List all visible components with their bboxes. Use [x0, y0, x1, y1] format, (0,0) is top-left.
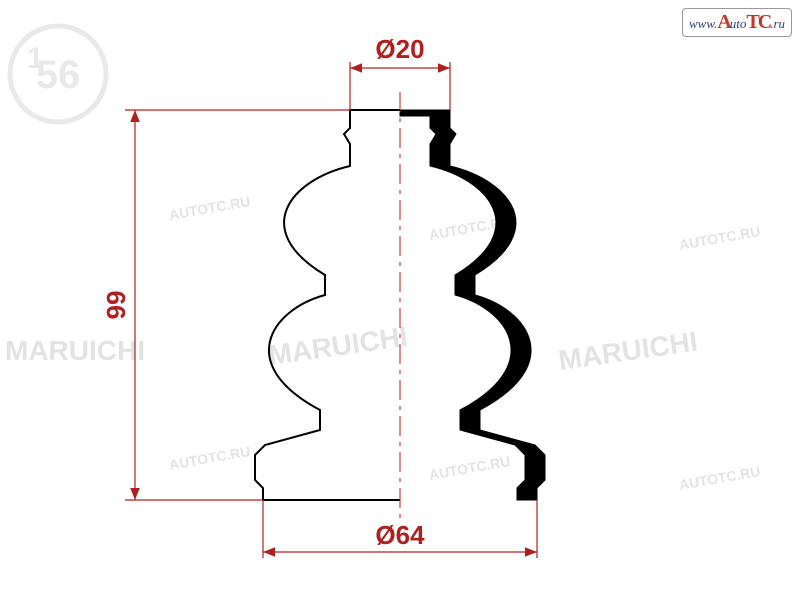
site-logo: www.AutoTC.ru: [682, 8, 792, 37]
watermark-text: MARUICHI: [5, 335, 145, 366]
dimension-bottom-diameter: Ø64: [263, 500, 537, 558]
watermark-156-badge: 56 1: [10, 26, 106, 122]
dimension-top-value: Ø20: [375, 34, 424, 64]
technical-drawing: MARUICHI MARUICHI MARUICHI AUTOTC.RU AUTOTC.…: [0, 0, 800, 600]
dimension-height: 99: [101, 110, 350, 500]
watermark-text: MARUICHI: [267, 321, 410, 371]
watermark-text: MARUICHI: [557, 326, 700, 376]
watermark-text: AUTOTC.RU: [168, 193, 252, 223]
boot-left-outline: [255, 110, 400, 500]
svg-text:1: 1: [27, 42, 44, 75]
dimension-bottom-value: Ø64: [375, 520, 425, 550]
watermark-text: AUTOTC.RU: [428, 453, 512, 483]
watermark-text: AUTOTC.RU: [678, 463, 762, 493]
dimension-height-value: 99: [101, 291, 131, 320]
watermark-text: AUTOTC.RU: [678, 223, 762, 253]
watermark-layer: MARUICHI MARUICHI MARUICHI AUTOTC.RU AUTOTC.…: [5, 193, 761, 493]
watermark-text: AUTOTC.RU: [168, 443, 252, 473]
boot-right-section: [400, 110, 545, 500]
